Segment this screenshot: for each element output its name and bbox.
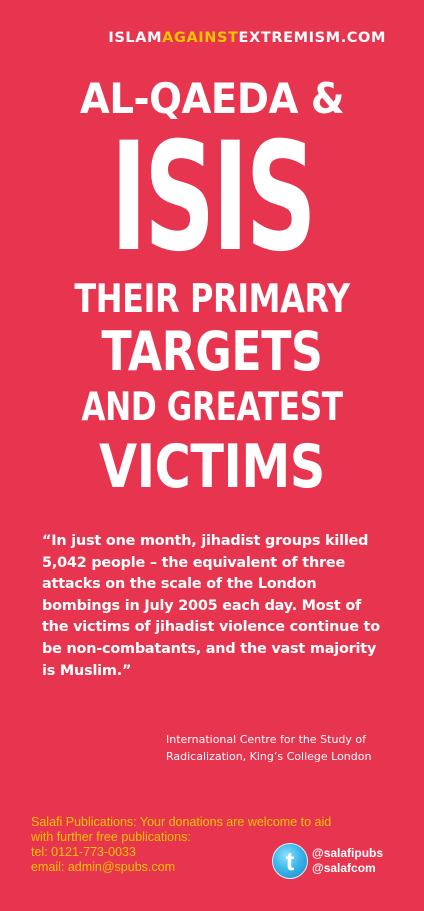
twitter-glyph: t [285,846,295,876]
site-name-against: AGAINST [162,30,239,46]
twitter-handle-salafipubs: @salafipubs [312,846,384,860]
footer-info: Salafi Publications: Your donations are … [31,815,391,875]
footer-message-line-1: Salafi Publications: Your donations are … [31,815,391,830]
site-name-extremism: EXTREMISM.COM [238,30,386,46]
headline-isis: ISIS [110,111,316,285]
footer-message-line-2: with further free publications: [31,830,191,844]
quote-source-line-1: International Centre for the Study of [166,733,367,746]
headline-line-6: VICTIMS [99,432,325,502]
quote-source: International Centre for the Study of Ra… [166,732,406,765]
twitter-handles: @salafipubs @salafcom [312,846,383,876]
publisher-name: Salafi Publications [31,815,134,829]
twitter-bird-icon: t [272,843,308,879]
site-name-islam: ISLAM [108,30,163,46]
website-url: ISLAMAGAINSTEXTREMISM.COM [108,30,386,46]
donation-message: : Your donations are welcome to aid [133,815,332,829]
headline-line-5: AND GREATEST [81,385,343,430]
twitter-handle-salafcom: @salafcom [312,861,376,875]
headline-line-3: THEIR PRIMARY [74,277,350,322]
footer-email: email: admin@spubs.com [31,860,175,874]
quote-text: “In just one month, jihadist groups kill… [42,533,380,679]
headline-line-4: TARGETS [101,320,323,383]
footer-telephone: tel: 0121-773-0033 [31,845,136,859]
quote-source-line-2: Radicalization, King’s College London [166,749,372,763]
headline-line-1: AL-QAEDA & [79,74,345,123]
